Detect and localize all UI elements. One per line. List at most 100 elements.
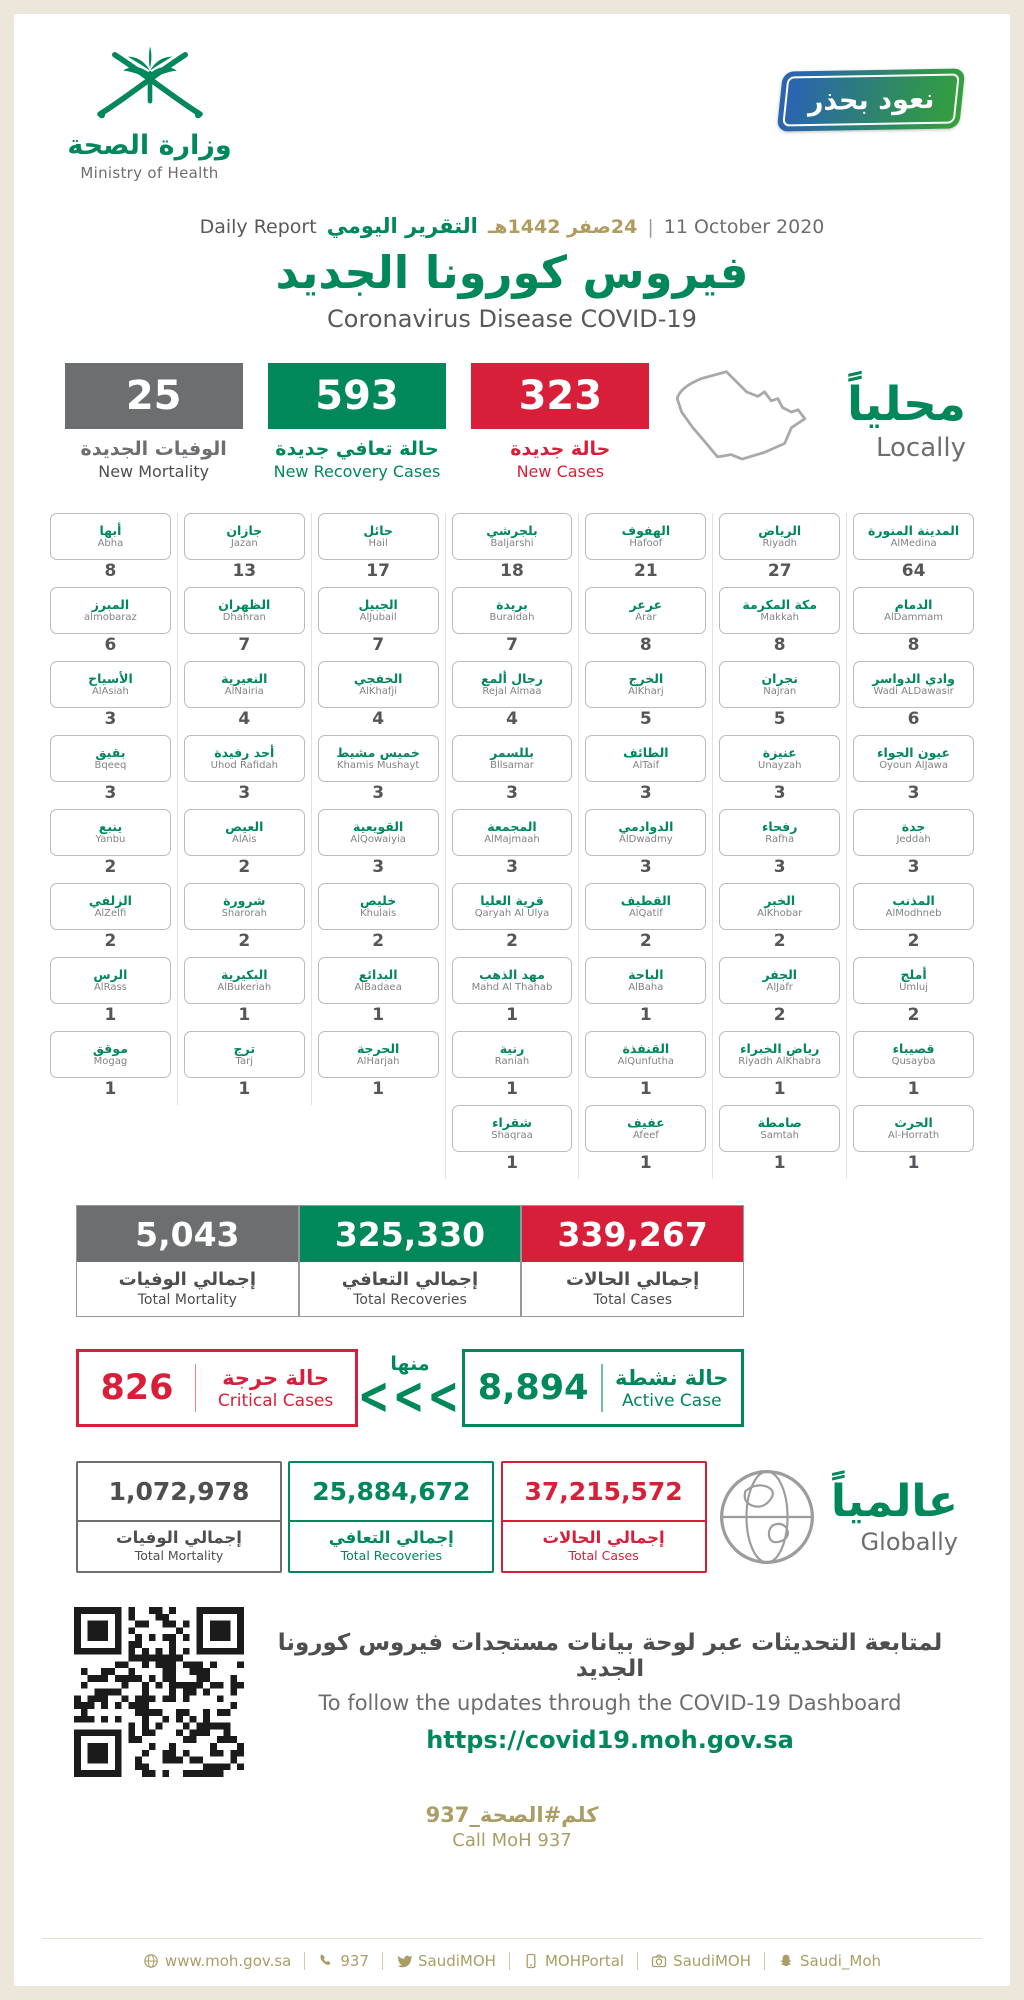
region-column: حائل Hail 17 الجبيل AlJubail 7 الخفجي AlKhafji 4… <box>310 513 445 1105</box>
footer-item-937[interactable]: 937 <box>304 1952 382 1970</box>
region-name-ar: قرية العليا <box>480 892 544 908</box>
global-recoveries-box: 25,884,672 إجمالي التعافي Total Recoveri… <box>288 1461 495 1573</box>
region-cell: خليص Khulais 2 <box>317 883 439 953</box>
mobile-icon <box>523 1953 539 1969</box>
footer-items: www.moh.gov.sa 937 SaudiMOH MOHPortal SaudiM… <box>42 1952 982 1970</box>
region-cell: البكيرية AlBukeriah 1 <box>183 957 305 1027</box>
region-cell: البدائع AlBadaea 1 <box>317 957 439 1027</box>
region-name-box: أبها Abha <box>49 513 171 560</box>
region-new-cases-value: 2 <box>907 1005 920 1025</box>
region-cell: أحد رفيدة Uhod Rafidah 3 <box>183 735 305 805</box>
region-name-box: بلجرشي Baljarshi <box>451 513 573 560</box>
region-cell: عرعر Arar 8 <box>585 587 707 657</box>
region-name-en: AlKhobar <box>757 907 803 919</box>
region-name-en: Buraidah <box>489 611 535 623</box>
global-mortality-labels: إجمالي الوفيات Total Mortality <box>78 1520 280 1571</box>
region-name-en: AlAsiah <box>91 685 129 697</box>
footer-item-saudi_moh[interactable]: Saudi_Moh <box>764 1952 894 1970</box>
dashboard-line-ar: لمتابعة التحديثات عبر لوحة بيانات مستجدا… <box>277 1630 943 1682</box>
region-name-box: ينبع Yanbu <box>49 809 171 856</box>
region-name-ar: الجفر <box>762 966 798 982</box>
footer-item-label: 937 <box>340 1952 370 1970</box>
region-name-ar: بريدة <box>496 596 528 612</box>
dashboard-section: لمتابعة التحديثات عبر لوحة بيانات مستجدا… <box>70 1603 956 1781</box>
snapchat-icon <box>778 1953 794 1969</box>
region-name-en: AlKhafji <box>359 685 397 697</box>
region-cell: الجفر AlJafr 2 <box>719 957 841 1027</box>
global-row: 1,072,978 إجمالي الوفيات Total Mortality… <box>76 1461 958 1573</box>
camera-icon <box>651 1953 667 1969</box>
region-name-box: الزلفي AlZelfi <box>49 883 171 930</box>
globally-block: عالمياً Globally <box>713 1463 958 1571</box>
region-name-ar: ينبع <box>98 818 123 834</box>
active-cases-box: 8,894 حالة نشطة Active Case <box>462 1349 744 1427</box>
region-name-en: Najran <box>763 685 797 697</box>
dashboard-link[interactable]: https://covid19.moh.gov.sa <box>426 1726 794 1754</box>
divider <box>194 1364 197 1412</box>
global-mortality-label-ar: إجمالي الوفيات <box>116 1528 242 1547</box>
globally-heading-en: Globally <box>860 1528 958 1557</box>
footer-item-saudimoh[interactable]: SaudiMOH <box>637 1952 764 1970</box>
region-name-en: Riyadh <box>762 537 797 549</box>
region-new-cases-value: 3 <box>372 857 385 877</box>
header: وزارة الصحة Ministry of Health نعود بحذر <box>42 36 982 214</box>
region-new-cases-value: 1 <box>238 1079 251 1099</box>
region-name-en: AlKharj <box>628 685 664 697</box>
footer-item-saudimoh[interactable]: SaudiMOH <box>382 1952 509 1970</box>
region-new-cases-value: 4 <box>238 709 251 729</box>
global-cases-label-ar: إجمالي الحالات <box>542 1528 665 1547</box>
region-new-cases-value: 2 <box>506 931 518 951</box>
region-name-ar: المبرز <box>91 596 130 612</box>
total-recoveries-label-en: Total Recoveries <box>353 1292 467 1308</box>
footer-item-mohportal[interactable]: MOHPortal <box>508 1952 637 1970</box>
region-new-cases-value: 3 <box>639 857 652 877</box>
region-cell: عنيزة Unayzah 3 <box>719 735 841 805</box>
new-cases-label-en: New Cases <box>516 462 605 481</box>
globe-icon <box>143 1953 159 1969</box>
region-name-en: Abha <box>97 537 124 549</box>
region-name-box: الطائف AlTaif <box>585 735 707 782</box>
global-mortality-box: 1,072,978 إجمالي الوفيات Total Mortality <box>76 1461 282 1573</box>
total-cases-labels: إجمالي الحالات Total Cases <box>522 1262 743 1316</box>
badge-shape: نعود بحذر <box>776 68 966 132</box>
region-column: أبها Abha 8 المبرز almobaraz 6 الأسياح AlAsiah 3… <box>44 513 177 1105</box>
footer-item-www.moh.gov.sa[interactable]: www.moh.gov.sa <box>130 1952 304 1970</box>
region-name-box: رياض الخبراء Riyadh AlKhabra <box>719 1031 841 1078</box>
region-name-en: Jazan <box>230 537 258 549</box>
region-new-cases-value: 5 <box>773 709 786 729</box>
region-name-ar: مكة المكرمة <box>742 596 818 612</box>
region-cell: وادي الدواسر Wadi ALDawasir 6 <box>853 661 974 731</box>
region-name-ar: ترج <box>233 1040 256 1056</box>
region-name-ar: القنفذة <box>622 1040 670 1056</box>
dashboard-line-en: To follow the updates through the COVID-… <box>318 1691 902 1715</box>
region-name-box: مهد الذهب Mahd Al Thahab <box>451 957 573 1004</box>
region-name-box: نجران Najran <box>719 661 841 708</box>
region-new-cases-value: 1 <box>372 1005 385 1025</box>
new-cases-label-ar: حالة جديدة <box>510 438 611 460</box>
region-name-ar: عنيزة <box>762 744 797 760</box>
region-name-en: Oyoun AlJawa <box>879 759 948 771</box>
region-name-en: Yanbu <box>95 833 126 845</box>
region-cell: ينبع Yanbu 2 <box>49 809 171 879</box>
report-date-gregorian: 11 October 2020 <box>663 216 825 238</box>
region-cell: الخبر AlKhobar 2 <box>719 883 841 953</box>
phone-icon <box>318 1953 334 1969</box>
report-date-hijri: 24صفر 1442هـ <box>487 216 638 238</box>
total-mortality-box: 5,043 إجمالي الوفيات Total Mortality <box>76 1205 299 1317</box>
region-name-ar: خليص <box>360 892 397 908</box>
region-name-ar: رفحاء <box>761 818 798 834</box>
region-name-en: Dhahran <box>222 611 266 623</box>
footer-item-label: Saudi_Moh <box>800 1952 882 1970</box>
new-mortality-value: 25 <box>64 363 243 429</box>
region-name-box: عنيزة Unayzah <box>719 735 841 782</box>
total-mortality-labels: إجمالي الوفيات Total Mortality <box>77 1262 298 1316</box>
daily-report-label-ar: التقرير اليومي <box>326 214 478 238</box>
region-name-ar: العيص <box>225 818 264 834</box>
region-new-cases-value: 13 <box>232 561 257 581</box>
region-cell: شرورة Sharorah 2 <box>183 883 305 953</box>
region-name-box: الخرج AlKharj <box>585 661 707 708</box>
region-cell: المدينة المنورة AlMedina 64 <box>853 513 974 583</box>
region-name-en: AlBukeriah <box>217 981 272 993</box>
global-mortality-value: 1,072,978 <box>108 1477 250 1506</box>
